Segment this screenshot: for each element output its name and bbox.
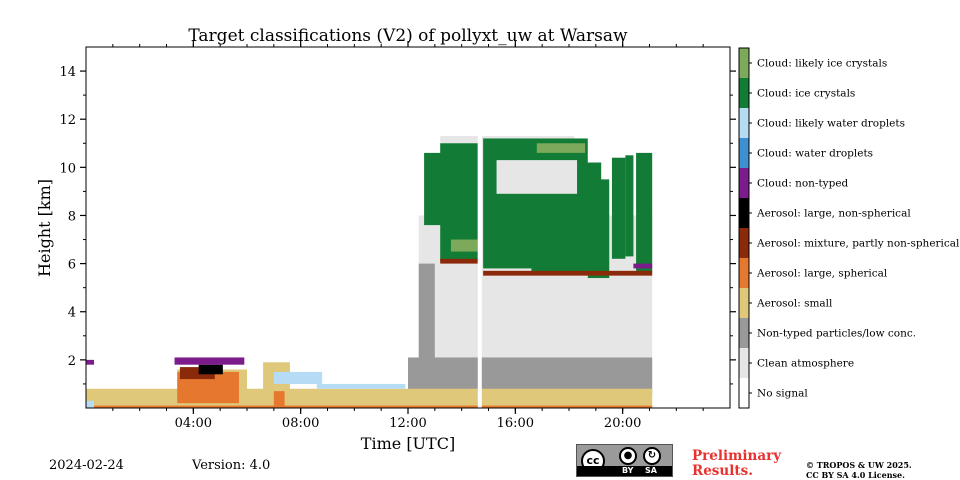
y-tick-label: 4 [68,306,76,321]
preliminary-note: Preliminary Results. [692,449,781,479]
legend-label: No signal [757,388,808,400]
class-region [587,179,610,279]
x-tick-label: 12:00 [389,416,426,431]
y-axis-ticks: 2 4 6 8 10 12 14 [59,65,736,385]
class-region [316,383,406,389]
legend-swatch [739,78,749,108]
preliminary-line-1: Preliminary [692,448,782,464]
copyright-note: © TROPOS & UW 2025. CC BY SA 4.0 License… [806,460,912,480]
copyright-line-1: © TROPOS & UW 2025. [806,460,912,470]
class-region [450,239,478,252]
legend-label: Cloud: likely water droplets [757,118,905,130]
class-legend: Cloud: likely ice crystals Cloud: ice cry… [738,47,960,409]
y-tick-label: 14 [59,65,76,80]
badge-strip [577,466,672,476]
badge-by-label: BY [622,466,634,475]
y-axis-label: Height [km] [35,179,54,277]
legend-swatch [739,348,749,378]
legend-swatch [739,228,749,258]
y-tick-label: 8 [68,209,76,224]
cc-license-badge: cc ● ↻ BY SA [576,444,673,477]
badge-sa-label: SA [645,466,657,475]
class-region [536,143,586,153]
x-tick-label: 20:00 [604,416,641,431]
legend-swatch [739,168,749,198]
legend-swatch [739,258,749,288]
class-region [611,157,626,259]
class-region [86,400,95,408]
y-tick-label: 10 [59,161,76,176]
share-alike-icon: ↻ [643,447,661,465]
legend-swatch [739,48,749,78]
x-tick-label: 04:00 [175,416,212,431]
class-region [625,155,634,257]
y-tick-label: 6 [68,258,76,273]
legend-label: Aerosol: large, spherical [756,268,888,280]
legend-label: Aerosol: mixture, partly non-spherical [756,238,960,250]
legend-label: Aerosol: large, non-spherical [756,208,911,220]
legend-swatch [739,288,749,318]
legend-swatch [739,318,749,348]
x-tick-label: 16:00 [497,416,534,431]
class-region [174,357,245,365]
x-tick-label: 08:00 [282,416,319,431]
legend-label: Cloud: water droplets [757,148,873,160]
legend-swatch [739,108,749,138]
legend-label: Clean atmosphere [757,358,854,370]
date-label: 2024-02-24 [49,458,124,473]
chart-title: Target classifications (V2) of pollyxt_u… [188,26,628,46]
class-region [633,263,653,269]
class-region [424,152,446,226]
class-region [496,160,578,194]
plot-area [86,47,730,408]
legend-label: Non-typed particles/low conc. [757,328,916,340]
y-tick-label: 12 [59,113,76,128]
legend-swatch [739,138,749,168]
class-region [86,388,653,407]
y-tick-label: 2 [68,354,76,369]
copyright-line-2: CC BY SA 4.0 License. [806,470,905,480]
class-region [477,47,482,408]
legend-label: Cloud: likely ice crystals [757,58,887,70]
legend-swatch [739,378,749,408]
legend-label: Aerosol: small [756,298,833,310]
x-axis-label: Time [UTC] [361,434,455,453]
attribution-icon: ● [619,447,637,465]
class-region [273,391,285,407]
class-region [86,359,95,365]
class-region [273,371,323,384]
x-axis-ticks: 04:00 08:00 12:00 16:00 20:00 [112,41,704,431]
legend-label: Cloud: ice crystals [757,88,855,100]
class-region [636,152,653,274]
legend-swatch [739,198,749,228]
class-region [86,405,653,408]
legend-border [738,47,750,409]
class-region [483,270,653,276]
version-label: Version: 4.0 [192,458,271,473]
preliminary-line-2: Results. [692,463,753,479]
class-region [198,364,223,375]
class-region [418,263,435,360]
legend-label: Cloud: non-typed [757,178,849,190]
class-region [440,258,478,264]
